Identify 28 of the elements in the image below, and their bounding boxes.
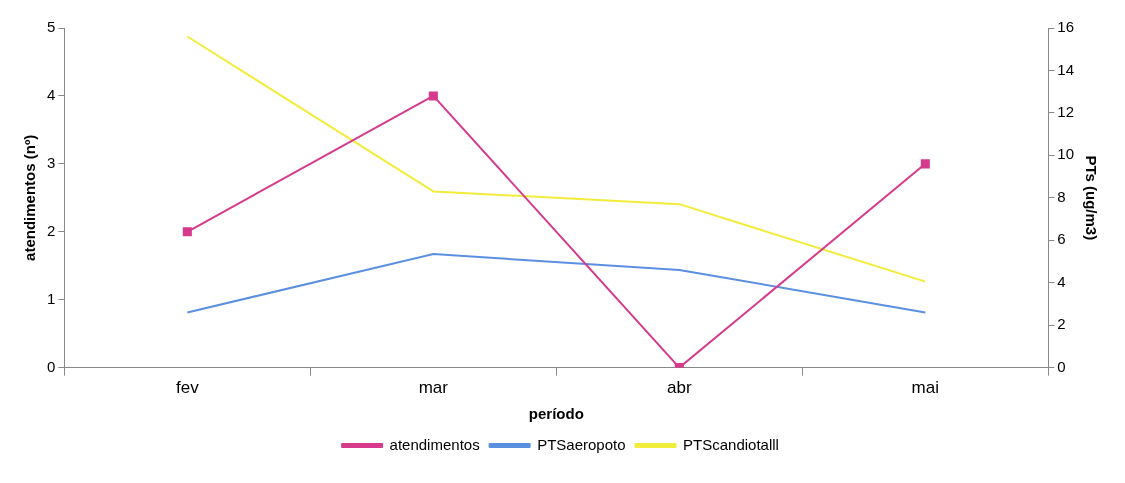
x-tick-label: abr	[667, 378, 692, 398]
y2-tick-label: 14	[1057, 60, 1074, 78]
y2-tick-label: 8	[1057, 187, 1066, 205]
point	[428, 91, 438, 101]
y2-tick-label: 0	[1057, 357, 1066, 375]
x-tick-label: mai	[911, 378, 940, 398]
y2-tick-label: 10	[1057, 145, 1074, 163]
y-tick-label: 3	[47, 153, 56, 171]
y2-axis-title: PTs (ug/m3)	[1082, 155, 1100, 241]
x-tick-label: fev	[176, 378, 200, 398]
y2-tick-label: 12	[1057, 103, 1074, 121]
y2-tick-label: 6	[1057, 230, 1066, 248]
y-axis-title: atendimentos (nº)	[21, 134, 39, 261]
y2-tick-label: 2	[1057, 315, 1066, 333]
legend-label: PTScandiotalll	[683, 435, 779, 453]
x-axis-title: período	[528, 405, 584, 423]
y2-tick-label: 16	[1057, 18, 1074, 36]
x-tick-label: mar	[418, 378, 449, 398]
legend-label: atendimentos	[389, 435, 480, 453]
legend-label: PTSaeropoto	[537, 435, 626, 453]
y-tick-label: 2	[47, 221, 56, 239]
point	[182, 227, 192, 237]
y-tick-label: 5	[47, 18, 56, 36]
y-tick-label: 1	[47, 289, 56, 307]
y-tick-label: 4	[47, 86, 56, 104]
y2-tick-label: 4	[1057, 272, 1066, 290]
y-tick-label: 0	[47, 357, 56, 375]
point	[920, 159, 930, 169]
